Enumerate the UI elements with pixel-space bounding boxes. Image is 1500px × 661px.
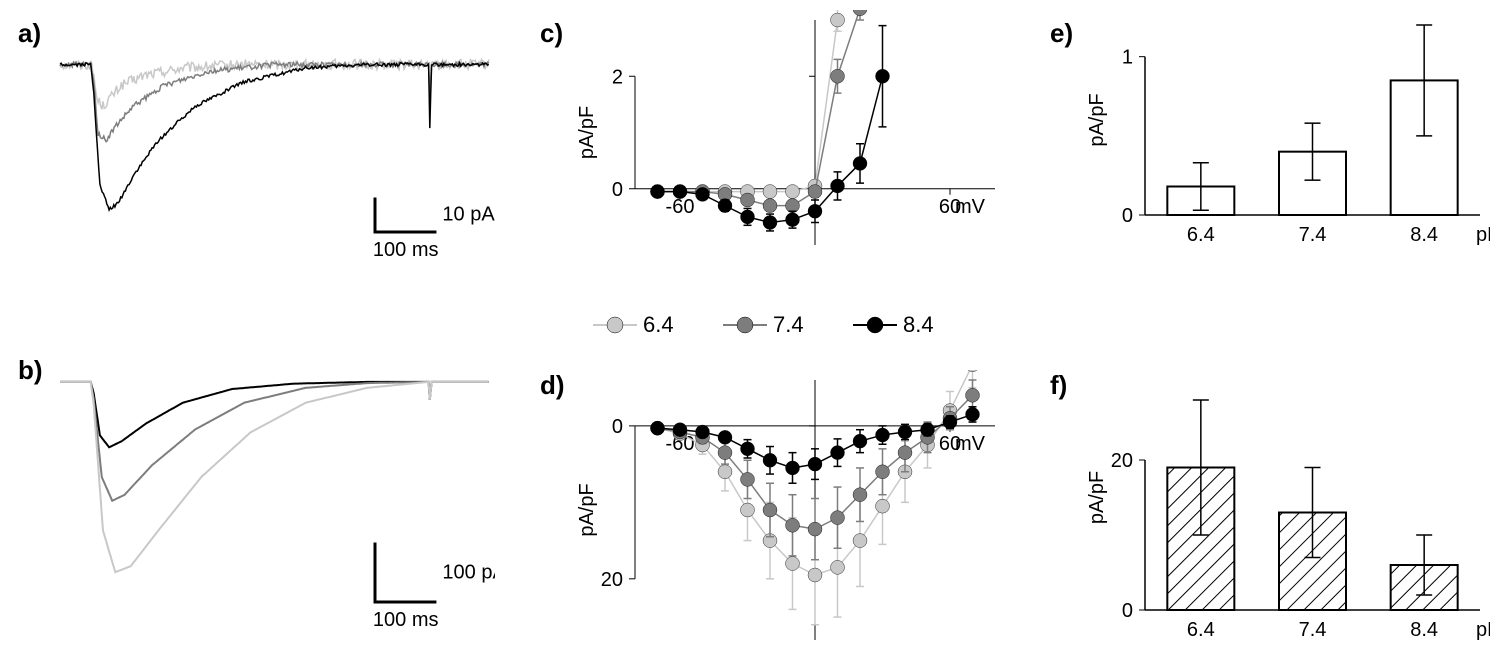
legend: 6.4 7.4 8.4: [575, 305, 1005, 345]
svg-text:pA/pF: pA/pF: [576, 483, 598, 536]
svg-text:10 pA: 10 pA: [442, 204, 495, 226]
panel-d-iv: -6060020pA/pFmV: [575, 370, 1005, 650]
svg-text:0: 0: [1122, 600, 1133, 622]
svg-text:mV: mV: [955, 433, 986, 455]
svg-text:0: 0: [612, 416, 623, 438]
figure-root: a) b) c) d) e) f) 10 pA100 ms 100 pA100 …: [0, 0, 1500, 661]
svg-text:100 pA: 100 pA: [442, 561, 495, 583]
svg-text:pH: pH: [1476, 619, 1490, 641]
panel-label-d: d): [540, 370, 565, 401]
svg-text:6.4: 6.4: [1187, 619, 1215, 641]
svg-text:-60: -60: [666, 196, 695, 218]
panel-label-f: f): [1050, 370, 1067, 401]
svg-text:6.4: 6.4: [1187, 224, 1215, 246]
svg-text:pA/pF: pA/pF: [1086, 93, 1108, 146]
panel-c-iv: -606002pA/pFmV: [575, 10, 1005, 255]
panel-label-a: a): [18, 18, 41, 49]
svg-text:0: 0: [1122, 205, 1133, 227]
svg-text:7.4: 7.4: [1299, 619, 1327, 641]
svg-text:pH: pH: [1476, 224, 1490, 246]
svg-text:pA/pF: pA/pF: [576, 106, 598, 159]
svg-text:2: 2: [612, 66, 623, 88]
svg-text:8.4: 8.4: [1410, 619, 1438, 641]
svg-text:pA/pF: pA/pF: [1086, 471, 1108, 524]
panel-b-traces: 100 pA 100 ms: [55, 360, 495, 650]
svg-text:20: 20: [601, 569, 623, 591]
panel-a-traces: 10 pA100 ms: [55, 20, 495, 280]
svg-text:6.4: 6.4: [643, 312, 674, 337]
panel-label-b: b): [18, 355, 43, 386]
svg-text:8.4: 8.4: [903, 312, 934, 337]
svg-text:0: 0: [612, 179, 623, 201]
svg-text:8.4: 8.4: [1410, 224, 1438, 246]
svg-text:7.4: 7.4: [1299, 224, 1327, 246]
panel-label-c: c): [540, 18, 563, 49]
svg-text:7.4: 7.4: [773, 312, 804, 337]
svg-text:100 ms: 100 ms: [373, 239, 439, 261]
svg-text:20: 20: [1111, 450, 1133, 472]
svg-text:100 ms: 100 ms: [373, 609, 439, 631]
svg-text:mV: mV: [955, 196, 986, 218]
panel-e-bar: 0 1 pA/pF 6.4 7.4 8.4 pH: [1085, 10, 1490, 255]
panel-f-bar: 0 20pA/pF 6.4 7.4 8.4 pH: [1085, 370, 1490, 650]
svg-text:1: 1: [1122, 47, 1133, 69]
panel-label-e: e): [1050, 18, 1073, 49]
